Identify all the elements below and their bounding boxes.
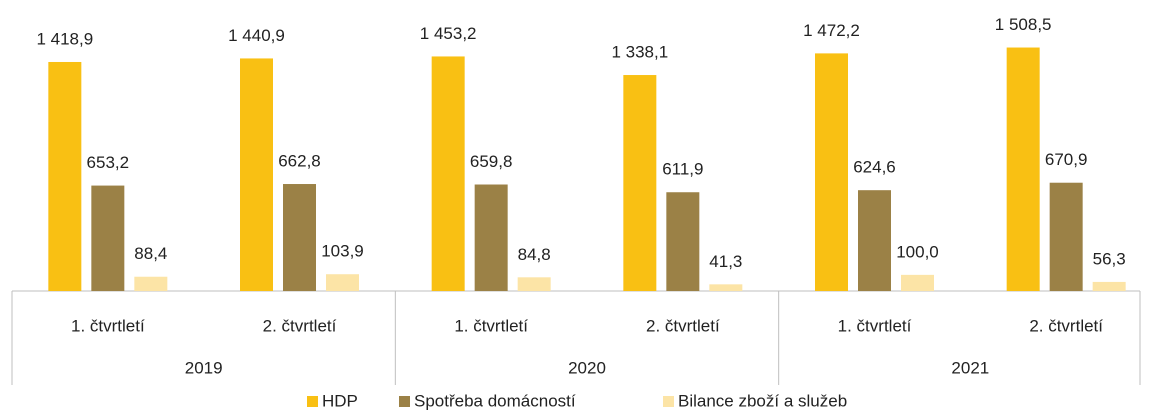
data-label: 662,8 — [278, 152, 321, 171]
bar — [326, 274, 359, 291]
bar — [283, 184, 316, 291]
bar — [91, 185, 125, 291]
bar — [240, 58, 273, 292]
group-label: 2021 — [951, 358, 989, 377]
bar — [666, 192, 700, 291]
x-tick-label: 2. čtvrtletí — [263, 316, 337, 335]
bar — [474, 184, 508, 291]
group-label: 2020 — [568, 358, 606, 377]
data-label: 1 418,9 — [36, 29, 93, 48]
legend-swatch — [663, 396, 674, 407]
data-label: 659,8 — [470, 152, 513, 171]
data-label: 653,2 — [87, 153, 130, 172]
bar — [431, 56, 465, 291]
legend-label: Bilance zboží a služeb — [678, 391, 847, 410]
bar — [517, 277, 551, 291]
x-tick-label: 1. čtvrtletí — [838, 316, 912, 335]
x-tick-label: 2. čtvrtletí — [646, 316, 720, 335]
data-label: 1 453,2 — [420, 24, 477, 43]
data-label: 84,8 — [518, 245, 551, 264]
bar — [858, 190, 891, 291]
data-label: 670,9 — [1045, 150, 1088, 169]
data-label: 103,9 — [321, 242, 364, 261]
bar — [709, 284, 743, 291]
group-label: 2019 — [185, 358, 223, 377]
data-label: 1 472,2 — [803, 21, 860, 40]
data-label: 1 508,5 — [995, 15, 1052, 34]
legend-label: HDP — [322, 391, 358, 410]
bar — [815, 53, 848, 292]
data-label: 88,4 — [134, 244, 167, 263]
legend-swatch — [399, 396, 410, 407]
x-tick-label: 1. čtvrtletí — [71, 316, 145, 335]
data-label: 41,3 — [709, 252, 742, 271]
bar — [901, 274, 934, 291]
bar — [134, 276, 168, 291]
data-label: 1 338,1 — [611, 43, 668, 62]
data-label: 624,6 — [853, 158, 896, 177]
x-tick-label: 1. čtvrtletí — [454, 316, 528, 335]
bar — [623, 75, 657, 291]
bar — [1092, 281, 1126, 291]
bar — [1049, 182, 1083, 291]
data-label: 56,3 — [1093, 249, 1126, 268]
legend-label: Spotřeba domácností — [414, 391, 576, 410]
data-label: 1 440,9 — [228, 26, 285, 45]
x-tick-label: 2. čtvrtletí — [1029, 316, 1103, 335]
legend-swatch — [307, 396, 318, 407]
data-label: 611,9 — [662, 160, 703, 179]
data-label: 100,0 — [896, 242, 939, 261]
bar — [1006, 47, 1040, 291]
bar — [48, 61, 82, 292]
